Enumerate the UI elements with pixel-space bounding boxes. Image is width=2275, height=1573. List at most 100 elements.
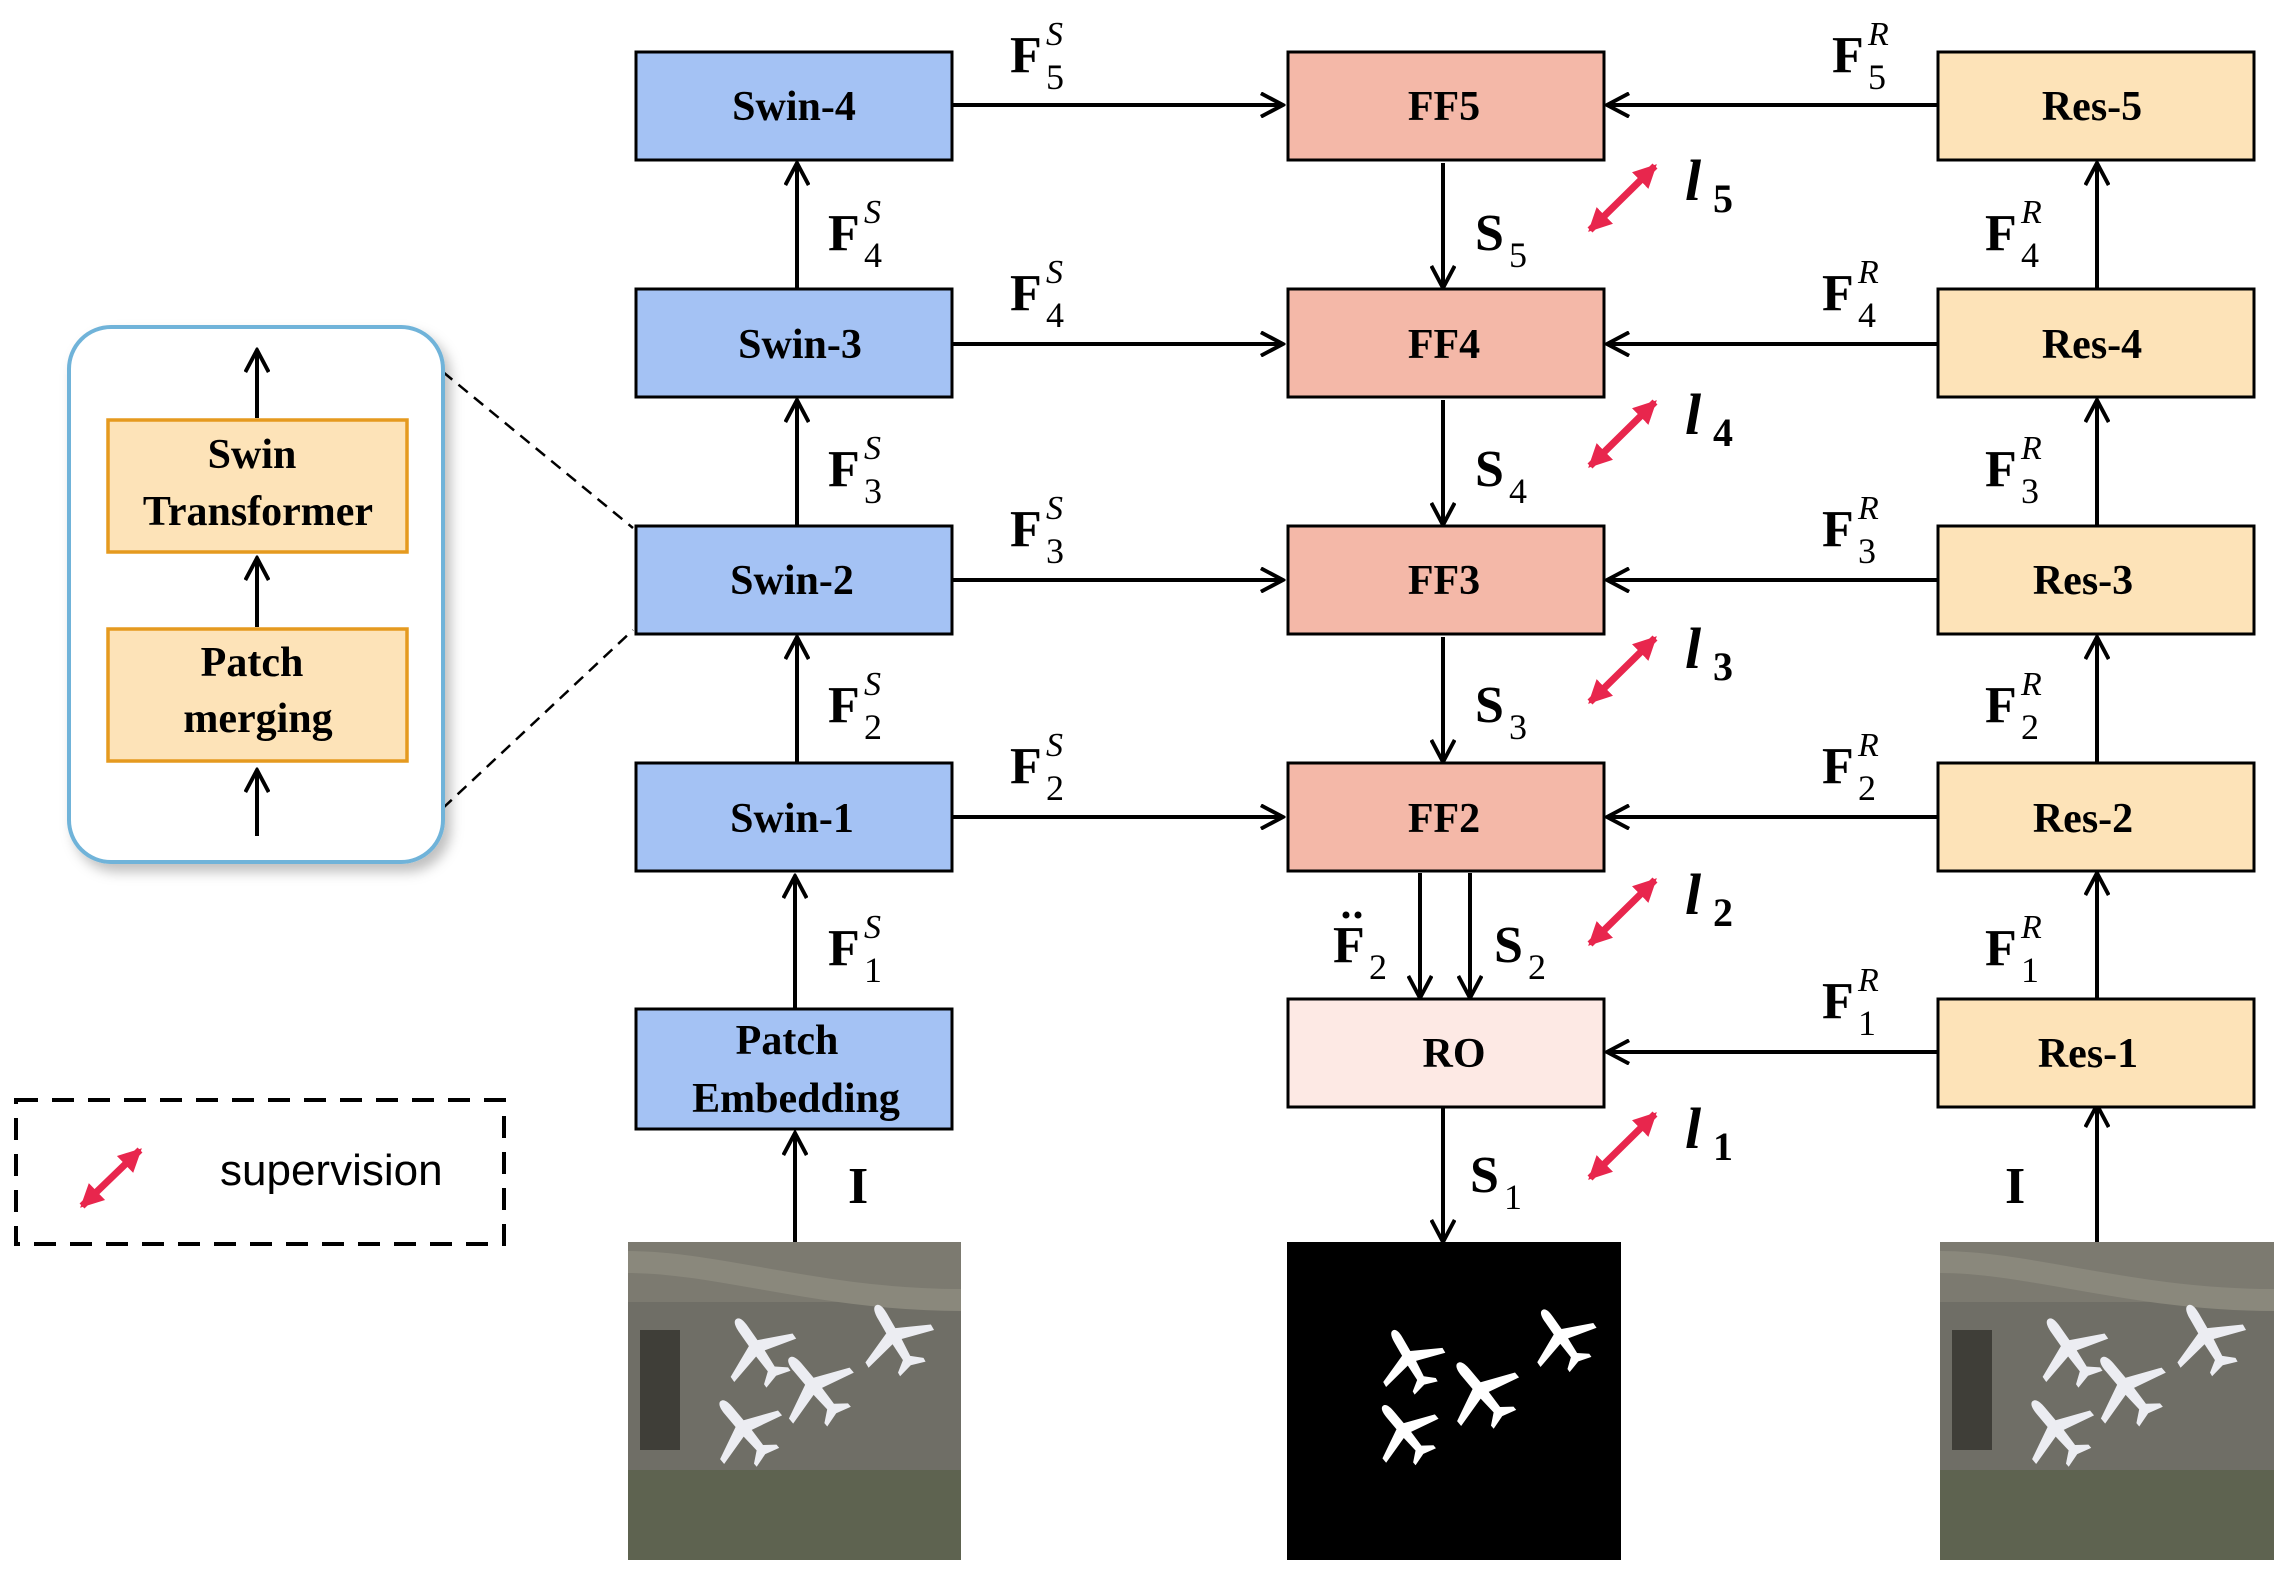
ff2-box xyxy=(1286,761,1606,873)
s-symbol: S xyxy=(1475,205,1504,262)
label-f4-r-vertical: F R 4 xyxy=(1985,194,2042,275)
label-s3: S 3 xyxy=(1475,677,1527,747)
subscript-2: 2 xyxy=(2021,707,2039,747)
subscript-2: 2 xyxy=(1713,890,1733,935)
f-symbol: F xyxy=(1985,677,2017,734)
double-arrow-icon xyxy=(1587,163,1658,233)
subscript-4: 4 xyxy=(1858,295,1876,335)
f-symbol: F xyxy=(1010,501,1042,558)
label-f4-r-horizontal: F R 4 xyxy=(1822,254,1879,335)
f-symbol: F xyxy=(828,920,860,977)
subscript-1: 1 xyxy=(2021,950,2039,990)
double-arrow-icon xyxy=(1587,1111,1658,1181)
fusion-column: FF5 FF4 FF3 FF2 RO xyxy=(1286,50,1606,1109)
res-5-label: Res-5 xyxy=(2042,84,2142,130)
f-symbol: F xyxy=(1985,205,2017,262)
swin-3-box xyxy=(634,287,954,399)
patch-merging-label-line2: merging xyxy=(183,696,332,742)
ff4-label: FF4 xyxy=(1408,322,1480,368)
ff3-box xyxy=(1286,524,1606,636)
label-f3-s-vertical: F S 3 xyxy=(828,430,882,511)
superscript-s: S xyxy=(864,430,881,467)
double-arrow-icon xyxy=(79,1147,143,1209)
mask-background xyxy=(1287,1242,1621,1560)
subscript-3: 3 xyxy=(1713,644,1733,689)
dot xyxy=(1354,911,1362,919)
res-1-box xyxy=(1936,997,2256,1109)
patch-embedding-label-line1: Patch xyxy=(736,1018,839,1064)
superscript-s: S xyxy=(1046,490,1063,527)
label-f4-s-vertical: F S 4 xyxy=(828,194,882,275)
subscript-3: 3 xyxy=(1046,531,1064,571)
label-f2-s-horizontal: F S 2 xyxy=(1010,727,1064,808)
legend-supervision-label: supervision xyxy=(220,1146,443,1195)
image-taxiway xyxy=(627,1251,962,1311)
superscript-r: R xyxy=(1857,727,1879,764)
feature-labels: F S 1 F S 2 F S 3 F S 4 F S 5 F S 4 xyxy=(828,16,2042,1217)
label-s5: S 5 xyxy=(1475,205,1527,275)
ff3-label: FF3 xyxy=(1408,558,1480,604)
label-f1-r-vertical: F R 1 xyxy=(1985,909,2042,990)
legend-box xyxy=(14,1098,506,1246)
l-symbol: l xyxy=(1685,1096,1702,1161)
f-symbol: F xyxy=(1010,738,1042,795)
double-arrow-icon xyxy=(1587,635,1658,705)
f-symbol: F xyxy=(1822,501,1854,558)
swin-2-label: Swin-2 xyxy=(730,558,854,604)
s-symbol: S xyxy=(1475,677,1504,734)
resnet-encoder-column: Res-5 Res-4 Res-3 Res-2 Res-1 xyxy=(1936,50,2256,1109)
swin-4-label: Swin-4 xyxy=(732,84,856,130)
label-f2-s-vertical: F S 2 xyxy=(828,666,882,747)
ff5-box xyxy=(1286,50,1606,162)
swin-3-label: Swin-3 xyxy=(738,322,862,368)
subscript-2: 2 xyxy=(1858,768,1876,808)
supervision-l5: l 5 xyxy=(1587,148,1733,233)
subscript-4: 4 xyxy=(1046,295,1064,335)
ro-box xyxy=(1286,997,1606,1109)
s-symbol: S xyxy=(1494,917,1523,974)
l-symbol: l xyxy=(1685,148,1702,213)
image-taxiway xyxy=(1939,1251,2275,1311)
label-f5-r-horizontal: F R 5 xyxy=(1832,16,1889,97)
superscript-r: R xyxy=(1867,16,1889,53)
label-f3-r-horizontal: F R 3 xyxy=(1822,490,1879,571)
l-symbol: l xyxy=(1685,862,1702,927)
input-label-res: I xyxy=(2005,1158,2025,1215)
ff4-box xyxy=(1286,287,1606,399)
image-ground-band xyxy=(1940,1470,2274,1560)
label-f2-r-vertical: F R 2 xyxy=(1985,666,2042,747)
aerial-airport-image-left xyxy=(627,1242,962,1560)
label-f3-s-horizontal: F S 3 xyxy=(1010,490,1064,571)
patch-merging-box xyxy=(106,627,409,763)
swin-transformer-box xyxy=(106,418,409,554)
dot xyxy=(1342,911,1350,919)
image-ground-band xyxy=(628,1470,961,1560)
label-f4-s-horizontal: F S 4 xyxy=(1010,254,1064,335)
subscript-5: 5 xyxy=(1713,176,1733,221)
subscript-4: 4 xyxy=(1509,471,1527,511)
supervision-l3: l 3 xyxy=(1587,616,1733,705)
flow-arrows xyxy=(795,105,2097,1242)
superscript-r: R xyxy=(2020,430,2042,467)
subscript-2: 2 xyxy=(1528,947,1546,987)
swin-2-box xyxy=(634,524,954,636)
subscript-1: 1 xyxy=(1713,1124,1733,1169)
f-symbol: F xyxy=(1010,265,1042,322)
subscript-2: 2 xyxy=(1046,768,1064,808)
label-s4: S 4 xyxy=(1475,441,1527,511)
f-symbol: F xyxy=(1822,973,1854,1030)
supervision-l4: l 4 xyxy=(1587,382,1733,469)
subscript-3: 3 xyxy=(1858,531,1876,571)
label-f5-s-horizontal: F S 5 xyxy=(1010,16,1064,97)
input-label-swin: I xyxy=(848,1158,868,1215)
swin-block-detail: Swin Transformer Patch merging xyxy=(67,325,634,864)
patch-merging-label-line1: Patch xyxy=(201,640,304,686)
f-symbol: F xyxy=(1822,265,1854,322)
l-symbol: l xyxy=(1685,616,1702,681)
legend: supervision xyxy=(14,1098,506,1246)
res-3-box xyxy=(1936,524,2256,636)
callout-connector-bottom xyxy=(442,629,634,809)
subscript-3: 3 xyxy=(2021,471,2039,511)
label-s1: S 1 xyxy=(1470,1147,1522,1217)
superscript-s: S xyxy=(864,909,881,946)
